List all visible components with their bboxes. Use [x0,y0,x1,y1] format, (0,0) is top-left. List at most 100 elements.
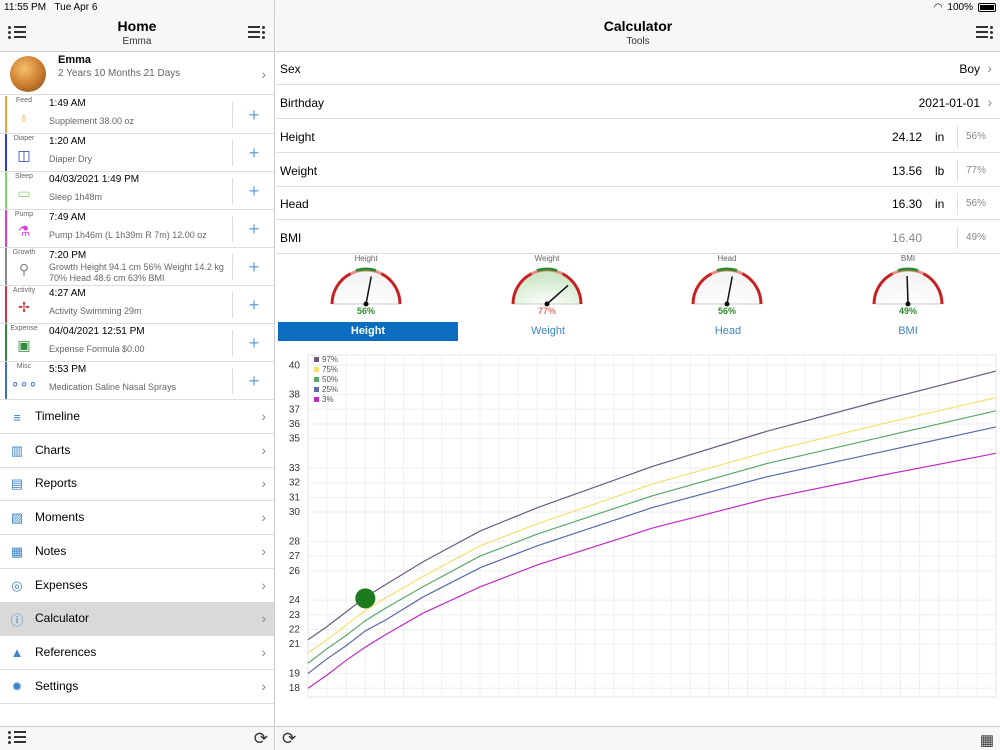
chevron-right-icon: › [987,94,992,110]
series-line-25pct [307,426,997,674]
y-tick-label: 26 [289,566,301,577]
y-tick-label: 36 [289,419,301,430]
add-event-button[interactable]: + [232,368,275,394]
menu-item-charts[interactable]: ▥ Charts › [0,434,274,468]
measure-row-weight[interactable]: Weight 13.56 lb 77% [276,154,1000,187]
options-list-icon[interactable] [976,26,994,42]
event-time: 7:20 PM [49,250,87,261]
add-event-button[interactable]: + [232,140,275,166]
measure-value-input[interactable]: 16.40 [891,230,922,245]
money-icon: ▣ [17,336,31,353]
event-category: Diaper [13,135,35,142]
notes-icon: ▦ [10,543,24,559]
refresh-icon[interactable]: ⟳ [253,729,268,748]
measure-value-input[interactable]: 13.56 [891,163,922,178]
y-tick-label: 28 [289,536,301,547]
status-bar: 11:55 PM Tue Apr 6 ◠ 100% [0,0,1000,16]
event-category: Growth [12,249,36,256]
birthday-row[interactable]: Birthday 2021-01-01 › [276,86,1000,119]
sex-label: Sex [280,62,301,76]
event-sleep[interactable]: Sleep ▭ 04/03/2021 1:49 PM Sleep 1h48m + [0,172,274,210]
menu-item-calculator[interactable]: ⓘ Calculator › [0,602,274,637]
legend-swatch [314,367,319,372]
tab-head[interactable]: Head [714,325,742,337]
diaper-icon: ◫ [17,146,31,163]
menu-item-timeline[interactable]: ≡ Timeline › [0,400,274,434]
growth-chart: 18 19 21 22 23 24 26 27 28 30 31 32 33 35 36 37 38 40 97%7… [289,354,997,698]
chevron-right-icon: › [261,576,266,593]
y-tick-label: 40 [289,360,301,371]
add-event-button[interactable]: + [232,102,275,128]
event-growth[interactable]: Growth ⚲ 7:20 PM Growth Height 94.1 cm 56% … [0,248,274,286]
birthday-value: 2021-01-01 [918,96,980,110]
grid-view-icon[interactable]: ▦ [979,732,994,749]
sex-row[interactable]: Sex Boy › [276,52,1000,85]
status-time: 11:55 PM Tue Apr 6 [4,2,98,13]
measure-row-height[interactable]: Height 24.12 in 56% [276,120,1000,153]
measure-value-input[interactable]: 24.12 [891,130,922,144]
tab-bmi[interactable]: BMI [898,325,918,337]
y-tick-label: 31 [289,492,301,503]
status-right: ◠ 100% [934,2,996,13]
list-menu-icon[interactable] [8,26,26,42]
event-expense[interactable]: Expense ▣ 04/04/2021 12:51 PM Expense Formu… [0,324,274,362]
measure-row-head[interactable]: Head 16.30 in 56% [276,187,1000,220]
measure-label: Weight [280,163,318,178]
tab-weight[interactable]: Weight [530,325,566,337]
refresh-icon[interactable]: ⟳ [282,729,297,748]
timeline-icon: ≡ [13,409,21,425]
measure-label: Head [280,197,309,211]
measure-row-bmi[interactable]: BMI 16.40 49% [276,221,1000,254]
legend-entry: 97% [322,355,338,364]
battery-icon [978,3,996,12]
event-description: Supplement 38.00 oz [49,116,135,126]
y-tick-label: 32 [289,478,301,489]
add-event-button[interactable]: + [232,292,275,318]
graduation-cap-icon: ▲ [10,645,24,661]
event-description: Medication Saline Nasal Sprays [49,382,177,392]
measure-label: Height [280,130,315,144]
bottle-icon: ♁ [18,109,30,125]
event-description: Diaper Dry [49,154,93,164]
measure-label: BMI [280,230,302,245]
series-line-97pct [307,370,997,641]
event-misc[interactable]: Misc ∘∘∘ 5:53 PM Medication Saline Nasal Sp… [0,362,274,400]
gauge-dial [691,267,763,307]
add-event-button[interactable]: + [232,178,275,204]
y-tick-label: 33 [289,463,301,474]
legend-swatch [314,387,319,392]
event-diaper[interactable]: Diaper ◫ 1:20 AM Diaper Dry + [0,134,274,172]
dots-icon: ∘∘∘ [10,374,38,391]
list-view-icon[interactable] [8,731,26,747]
y-tick-label: 24 [289,595,301,606]
add-event-button[interactable]: + [232,254,275,280]
profile-row[interactable]: Emma 2 Years 10 Months 21 Days › [0,52,274,95]
event-color-bar [5,362,7,399]
chevron-right-icon: › [261,441,266,458]
right-pane: Calculator Tools Sex Boy › Birthday 2021… [276,0,1000,750]
menu-item-label: Calculator [35,611,90,626]
y-tick-label: 21 [289,639,301,650]
event-category: Pump [14,211,34,218]
menu-item-moments[interactable]: ▨ Moments › [0,501,274,536]
tab-height[interactable]: Height [278,322,458,341]
gauge-head: Head 56% [687,254,767,318]
chevron-right-icon: › [987,60,992,76]
event-feed[interactable]: Feed ♁ 1:49 AM Supplement 38.00 oz + [0,96,274,134]
gauge-percentile: 49% [898,306,917,316]
y-tick-label: 30 [289,507,301,518]
measure-value-input[interactable]: 16.30 [891,197,922,211]
add-event-button[interactable]: + [232,216,275,242]
menu-item-references[interactable]: ▲ References › [0,636,274,670]
gauge-label: Height [354,254,378,263]
add-event-button[interactable]: + [232,330,275,356]
filter-list-icon[interactable] [248,26,266,42]
event-pump[interactable]: Pump ⚗ 7:49 AM Pump 1h46m (L 1h39m R 7m) 12… [0,210,274,248]
chart-tabs: Height Weight Head BMI [278,322,1000,342]
menu-item-notes[interactable]: ▦ Notes › [0,535,274,569]
menu-item-expenses[interactable]: ◎ Expenses › [0,569,274,603]
menu-item-reports[interactable]: ▤ Reports › [0,467,274,502]
menu-item-settings[interactable]: ✹ Settings › [0,670,274,704]
event-activity[interactable]: Activity ✢ 4:27 AM Activity Swimming 29m + [0,286,274,324]
gauge-label: Head [717,254,737,263]
